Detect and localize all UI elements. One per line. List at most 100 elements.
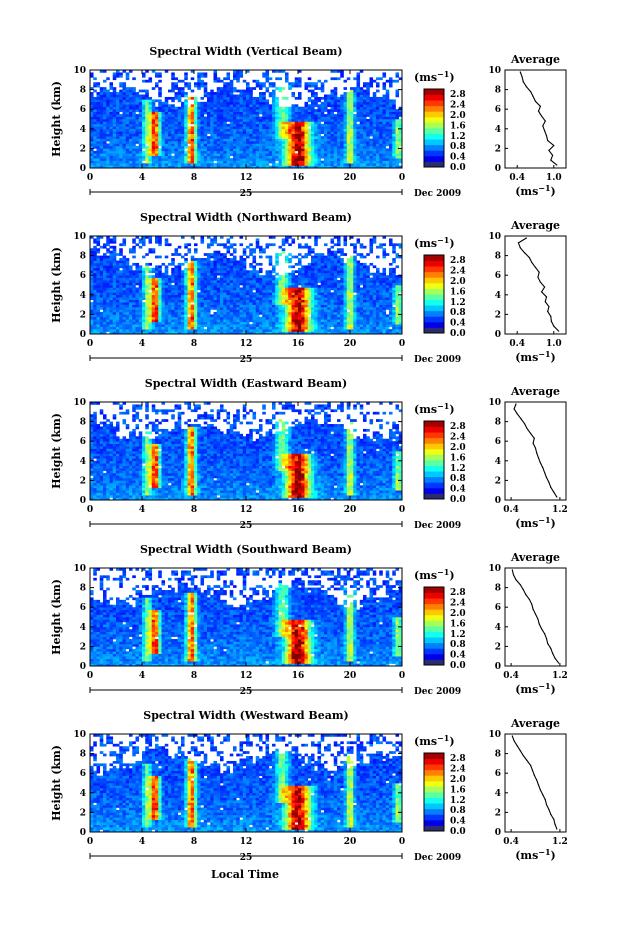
- heatmap-cell: [100, 151, 104, 154]
- heatmap-cell: [223, 124, 227, 127]
- heatmap-cell: [123, 85, 127, 88]
- heatmap-cell: [230, 243, 234, 246]
- heatmap-cell: [373, 144, 377, 147]
- heatmap-cell: [347, 136, 351, 139]
- heatmap-cell: [100, 324, 104, 327]
- heatmap-cell: [106, 312, 110, 315]
- heatmap-cell: [220, 121, 224, 124]
- heatmap-cell: [383, 109, 387, 112]
- heatmap-cell: [155, 327, 159, 330]
- heatmap-cell: [376, 112, 380, 115]
- heatmap-cell: [116, 253, 120, 256]
- heatmap-cell: [383, 107, 387, 110]
- heatmap-cell: [123, 139, 127, 142]
- heatmap-cell: [93, 297, 97, 300]
- heatmap-cell: [240, 109, 244, 112]
- heatmap-cell: [184, 290, 188, 293]
- heatmap-cell: [233, 126, 237, 129]
- heatmap-cell: [129, 151, 133, 154]
- heatmap-cell: [236, 283, 240, 286]
- heatmap-cell: [376, 153, 380, 156]
- heatmap-cell: [233, 305, 237, 308]
- heatmap-cell: [126, 270, 130, 273]
- heatmap-cell: [285, 148, 289, 151]
- heatmap-cell: [240, 305, 244, 308]
- heatmap-cell: [262, 302, 266, 305]
- heatmap-cell: [113, 253, 117, 256]
- heatmap-cell: [314, 141, 318, 144]
- heatmap-cell: [90, 121, 94, 124]
- heatmap-cell: [197, 109, 201, 112]
- heatmap-cell: [106, 161, 110, 164]
- heatmap-cell: [236, 275, 240, 278]
- heatmap-cell: [214, 327, 218, 330]
- heatmap-cell: [327, 97, 331, 100]
- heatmap-cell: [168, 112, 172, 115]
- heatmap-cell: [106, 238, 110, 241]
- heatmap-cell: [246, 329, 250, 332]
- heatmap-cell: [386, 124, 390, 127]
- heatmap-cell: [240, 314, 244, 317]
- colorbar-tick-label: 0.4: [450, 153, 466, 163]
- heatmap-cell: [259, 278, 263, 281]
- heatmap-cell: [379, 104, 383, 107]
- heatmap-cell: [324, 114, 328, 117]
- heatmap-cell: [155, 319, 159, 322]
- heatmap-cell: [132, 124, 136, 127]
- heatmap-cell: [181, 161, 185, 164]
- heatmap-cell: [106, 153, 110, 156]
- heatmap-cell: [175, 151, 179, 154]
- heatmap-cell: [233, 314, 237, 317]
- heatmap-cell: [227, 72, 231, 75]
- heatmap-cell: [259, 139, 263, 142]
- heatmap-cell: [344, 121, 348, 124]
- heatmap-cell: [295, 146, 299, 149]
- heatmap-cell: [347, 129, 351, 132]
- heatmap-cell: [314, 85, 318, 88]
- heatmap-cell: [158, 136, 162, 139]
- heatmap-cell: [230, 85, 234, 88]
- heatmap-cell: [207, 129, 211, 132]
- heatmap-cell: [266, 75, 270, 78]
- heatmap-cell: [188, 121, 192, 124]
- heatmap-cell: [266, 302, 270, 305]
- heatmap-cell: [142, 275, 146, 278]
- heatmap-cell: [106, 251, 110, 254]
- heatmap-cell: [236, 163, 240, 166]
- heatmap-cell: [337, 146, 341, 149]
- heatmap-cell: [139, 109, 143, 112]
- heatmap-cell: [162, 285, 166, 288]
- colorbar-segment: [424, 139, 444, 145]
- heatmap-cell: [344, 158, 348, 161]
- heatmap-cell: [392, 148, 396, 151]
- heatmap-cell: [249, 248, 253, 251]
- heatmap-cell: [292, 148, 296, 151]
- heatmap-cell: [214, 241, 218, 244]
- heatmap-cell: [181, 80, 185, 83]
- heatmap-cell: [337, 129, 341, 132]
- heatmap-cell: [126, 319, 130, 322]
- heatmap-cell: [103, 124, 107, 127]
- heatmap-cell: [175, 297, 179, 300]
- heatmap-cell: [230, 90, 234, 93]
- heatmap-cell: [392, 161, 396, 164]
- heatmap-cell: [272, 121, 276, 124]
- heatmap-cell: [126, 265, 130, 268]
- heatmap-cell: [171, 114, 175, 117]
- heatmap-cell: [188, 136, 192, 139]
- heatmap-cell: [175, 134, 179, 137]
- heatmap-cell: [197, 292, 201, 295]
- heatmap-cell: [275, 121, 279, 124]
- heatmap-cell: [103, 243, 107, 246]
- heatmap-cell: [259, 146, 263, 149]
- heatmap-cell: [103, 102, 107, 105]
- heatmap-cell: [217, 112, 221, 115]
- heatmap-cell: [347, 112, 351, 115]
- heatmap-cell: [350, 99, 354, 102]
- heatmap-cell: [204, 322, 208, 325]
- heatmap-cell: [233, 275, 237, 278]
- heatmap-cell: [184, 99, 188, 102]
- heatmap-cell: [240, 112, 244, 115]
- heatmap-cell: [285, 117, 289, 120]
- heatmap-cell: [230, 82, 234, 85]
